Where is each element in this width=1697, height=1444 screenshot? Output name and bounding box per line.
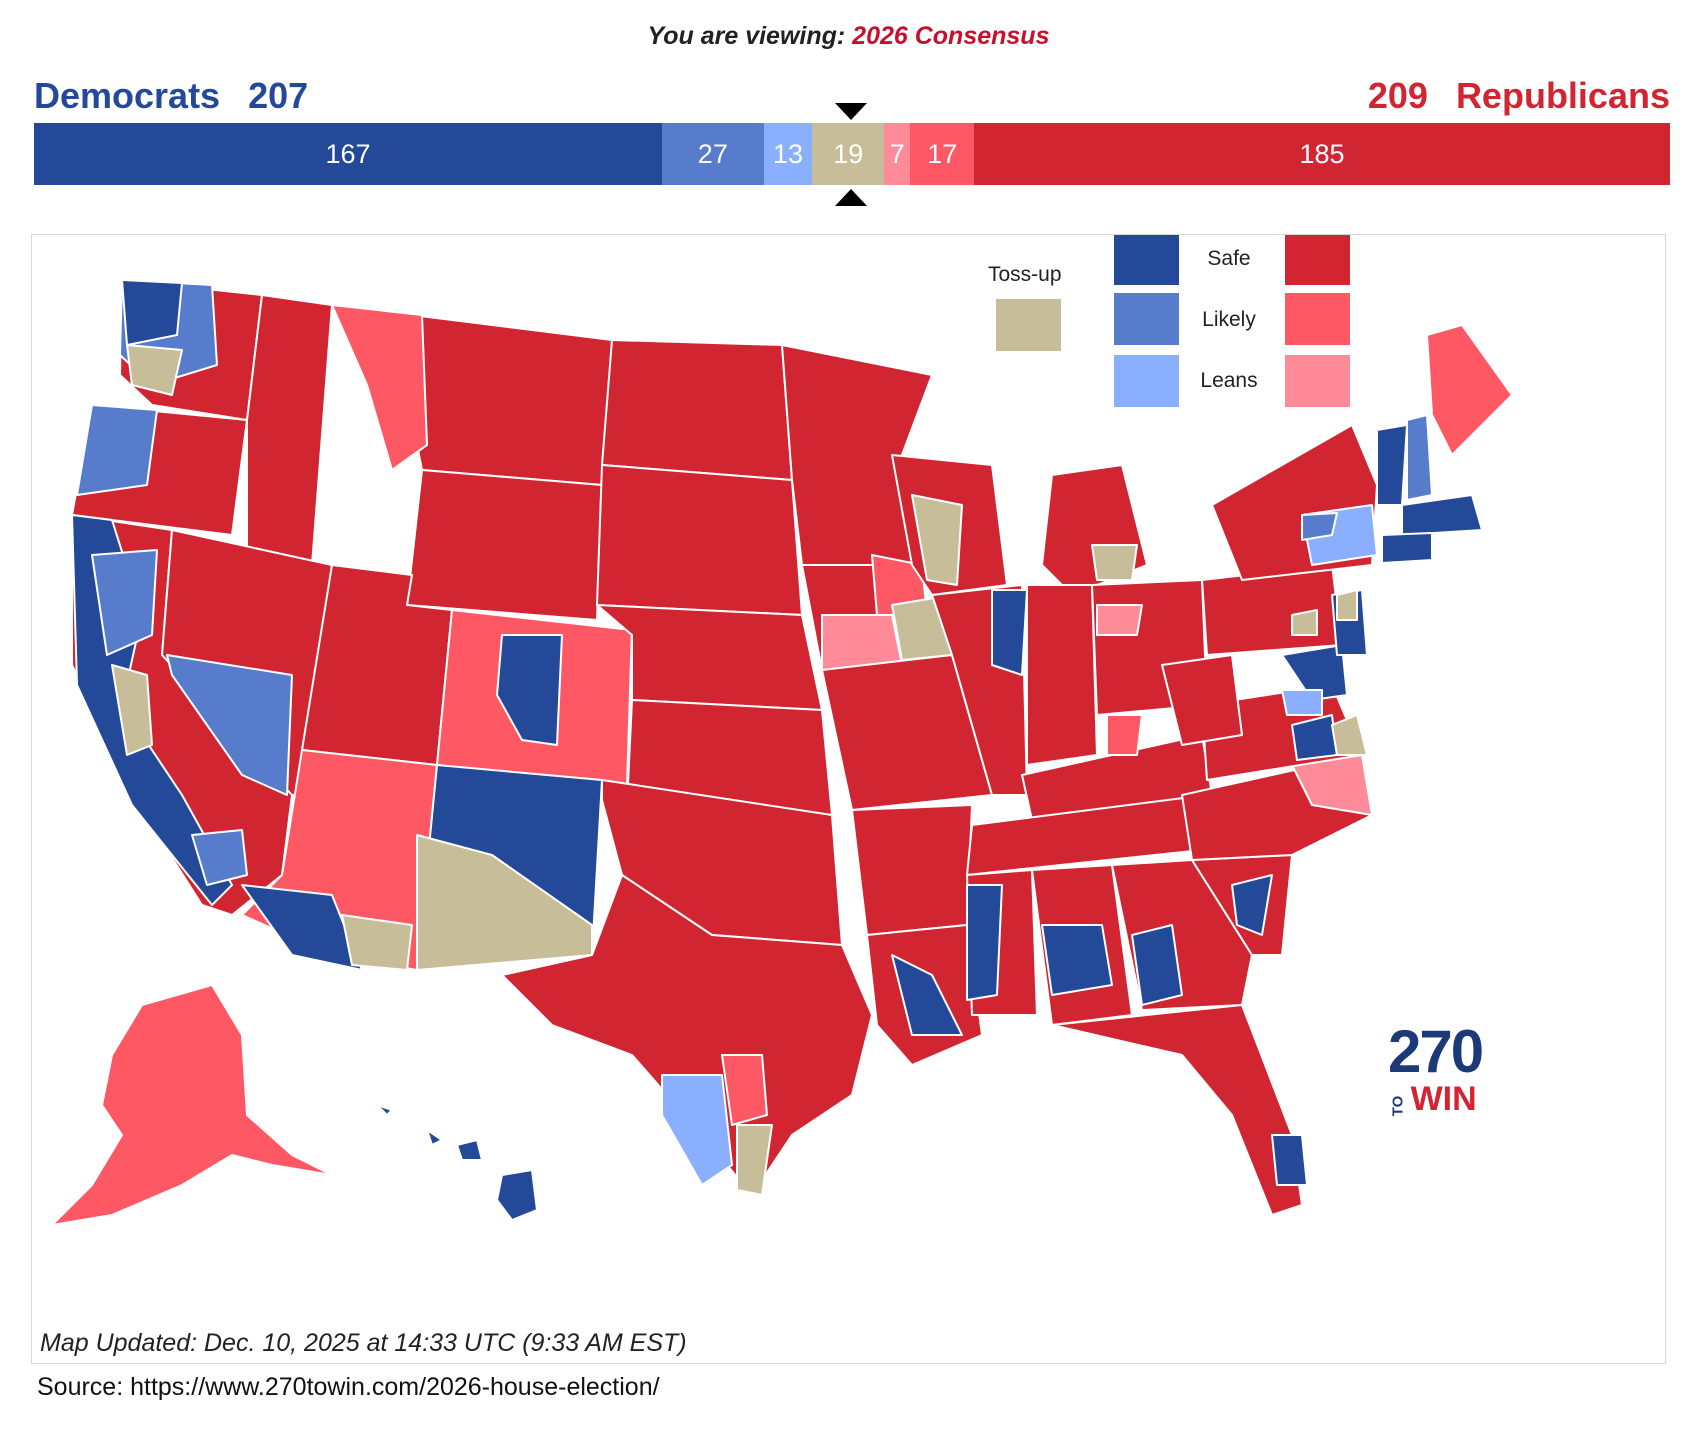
legend-likely-dem-swatch[interactable] [1114,293,1179,345]
us-map-svg[interactable] [32,235,1666,1364]
seat-count-bar: 167 27 13 19 7 17 185 [34,123,1670,185]
connecticut-safe [1381,532,1433,564]
seat-segment-leans-republican[interactable]: 7 [883,123,911,185]
vermont-safe [1376,424,1408,506]
maryland-safe [1281,644,1348,701]
logo-number: 270 [1388,1018,1484,1085]
seat-segment-likely-republican[interactable]: 17 [910,123,975,185]
republicans-total: 209 [1367,75,1428,116]
arizona-south-safe [241,884,363,971]
texas-south-leans-dem [661,1074,733,1186]
louisiana-safe [891,954,963,1036]
democrats-header: Democrats 207 [34,75,308,117]
map-updated-text: Map Updated: Dec. 10, 2025 at 14:33 UTC … [40,1329,687,1357]
seat-segment-safe-republican[interactable]: 185 [974,123,1670,185]
seat-count-label: 167 [325,138,371,169]
idaho-state [246,294,333,566]
alabama-safe [1041,924,1113,996]
republicans-header: 209 Republicans [1368,75,1670,117]
wyoming-state [406,469,603,621]
massachusetts-safe [1401,494,1483,536]
source-text: Source: https://www.270towin.com/2026-ho… [37,1373,660,1401]
seat-segment-likely-democrat[interactable]: 27 [662,123,764,185]
logo-to: TO [1389,1095,1407,1117]
south-carolina-safe [1231,874,1273,936]
seat-count-label: 185 [1299,138,1345,169]
map-name[interactable]: 2026 Consensus [852,22,1050,50]
nevada-las-vegas-likely [166,654,293,796]
legend-tossup-swatch[interactable] [996,299,1061,351]
georgia-safe [1131,924,1183,1006]
legend-likely-rep-swatch[interactable] [1285,293,1350,345]
hawaii-state [376,1104,538,1221]
new-mexico-tossup [416,834,593,971]
texas-tossup [736,1124,773,1196]
wisconsin-tossup [911,494,963,586]
florida-safe-south [1271,1134,1308,1186]
virginia-tossup [1331,714,1368,756]
270towin-logo: 270 TO WIN [1388,1022,1498,1123]
california-socal-likely [191,829,248,886]
new-jersey-tossup [1336,589,1358,621]
alaska-state [51,984,333,1226]
washington-tossup [126,344,183,396]
viewing-title: You are viewing: 2026 Consensus [0,22,1697,51]
texas-south-likely [721,1054,768,1126]
indiana-state [1026,584,1098,766]
new-york-likely-dem [1301,512,1338,541]
arizona-tossup [341,914,413,971]
seat-segment-leans-democrat[interactable]: 13 [763,123,813,185]
majority-marker-bottom [835,189,867,206]
legend-safe-dem-swatch[interactable] [1114,235,1179,285]
republicans-label: Republicans [1455,75,1670,116]
michigan-tossup [1091,544,1138,581]
seat-count-label: 19 [833,138,864,169]
logo-win: WIN [1410,1080,1477,1118]
south-dakota-state [596,464,803,616]
maryland-leans [1281,689,1323,716]
viewing-prefix: You are viewing: [647,22,846,50]
colorado-denver-safe [496,634,563,746]
kentucky-likely-rep [1106,714,1143,756]
legend-safe-label: Safe [1207,247,1251,270]
pennsylvania-state [1201,564,1343,656]
seat-count-label: 7 [889,138,905,169]
arkansas-state [851,804,973,936]
legend-likely-label: Likely [1202,308,1256,331]
legend-leans-label: Leans [1200,369,1258,392]
ohio-leans-rep [1096,604,1143,636]
legend-tossup-label: Toss-up [988,263,1062,286]
seat-count-label: 27 [697,138,728,169]
seat-count-label: 13 [773,138,804,169]
new-hampshire-likely [1406,414,1433,501]
florida-state [1051,1004,1303,1216]
legend-leans-dem-swatch[interactable] [1114,355,1179,407]
legend-leans-rep-swatch[interactable] [1285,355,1350,407]
democrats-total: 207 [248,75,309,116]
mississippi-safe [966,884,1003,1001]
west-virginia-state [1161,654,1243,746]
seat-segment-toss-up[interactable]: 19 [812,123,884,185]
washington-seattle [121,279,183,346]
democrats-label: Democrats [34,75,221,116]
illinois-chicago-safe [991,589,1028,676]
pennsylvania-tossup [1291,609,1318,636]
maine-state [1426,324,1513,456]
house-district-map[interactable]: Toss-up Safe Likely Leans Map Updated: D… [31,234,1666,1364]
seat-count-label: 17 [927,138,958,169]
oregon-west [76,404,158,496]
majority-marker-top [835,103,867,120]
california-tossup-central [111,664,153,756]
legend-safe-rep-swatch[interactable] [1285,235,1350,285]
california-bay-likely [91,549,158,656]
texas-state [501,874,873,1196]
north-dakota-state [601,339,793,481]
seat-segment-safe-democrat[interactable]: 167 [34,123,663,185]
montana-west-likely [331,304,428,471]
